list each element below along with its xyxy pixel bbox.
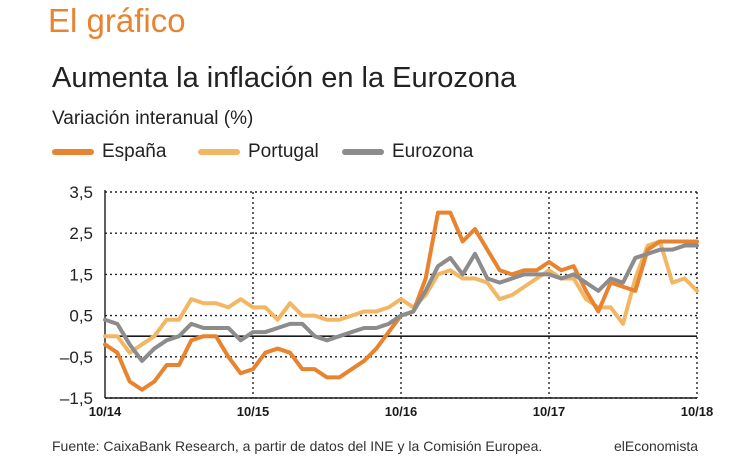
legend-item-eurozona: Eurozona	[342, 141, 473, 163]
legend-swatch-eurozona	[342, 149, 384, 155]
line-chart: –1,5 –0,5 0,5 1,5 2,5 3,5 10/14 10/15 10/16 10/17…	[60, 183, 714, 419]
y-tick-label-2: 0,5	[69, 307, 93, 326]
source-note: Fuente: CaixaBank Research, a partir de …	[52, 438, 543, 454]
series-line-eurozona	[103, 243, 699, 363]
chart-subtitle: Variación interanual (%)	[52, 108, 254, 129]
x-tick-label-2: 10/16	[385, 404, 418, 419]
legend-swatch-espana	[52, 149, 94, 155]
chart-area: –1,5 –0,5 0,5 1,5 2,5 3,5 10/14 10/15 10/16 10/17…	[0, 170, 750, 430]
x-tick-label-0: 10/14	[89, 404, 122, 419]
section-label: El gráfico	[48, 2, 186, 39]
x-tick-label-3: 10/17	[533, 404, 566, 419]
chart-title: Aumenta la inflación en la Eurozona	[52, 62, 517, 94]
y-tick-label-4: 2,5	[69, 224, 93, 243]
y-tick-label-3: 1,5	[69, 265, 93, 284]
x-tick-label-1: 10/15	[237, 404, 270, 419]
legend-item-espana: España	[52, 141, 166, 163]
y-tick-label-5: 3,5	[69, 183, 93, 202]
legend-label-eurozona: Eurozona	[392, 141, 474, 162]
brand-label: elEconomista	[613, 438, 698, 454]
legend-item-portugal: Portugal	[198, 141, 319, 163]
legend-label-espana: España	[102, 141, 167, 162]
legend-swatch-portugal	[198, 149, 240, 155]
x-tick-label-4: 10/18	[681, 404, 714, 419]
legend-label-portugal: Portugal	[248, 141, 319, 162]
y-tick-label-1: –0,5	[60, 348, 93, 367]
y-tick-label-0: –1,5	[60, 389, 93, 408]
